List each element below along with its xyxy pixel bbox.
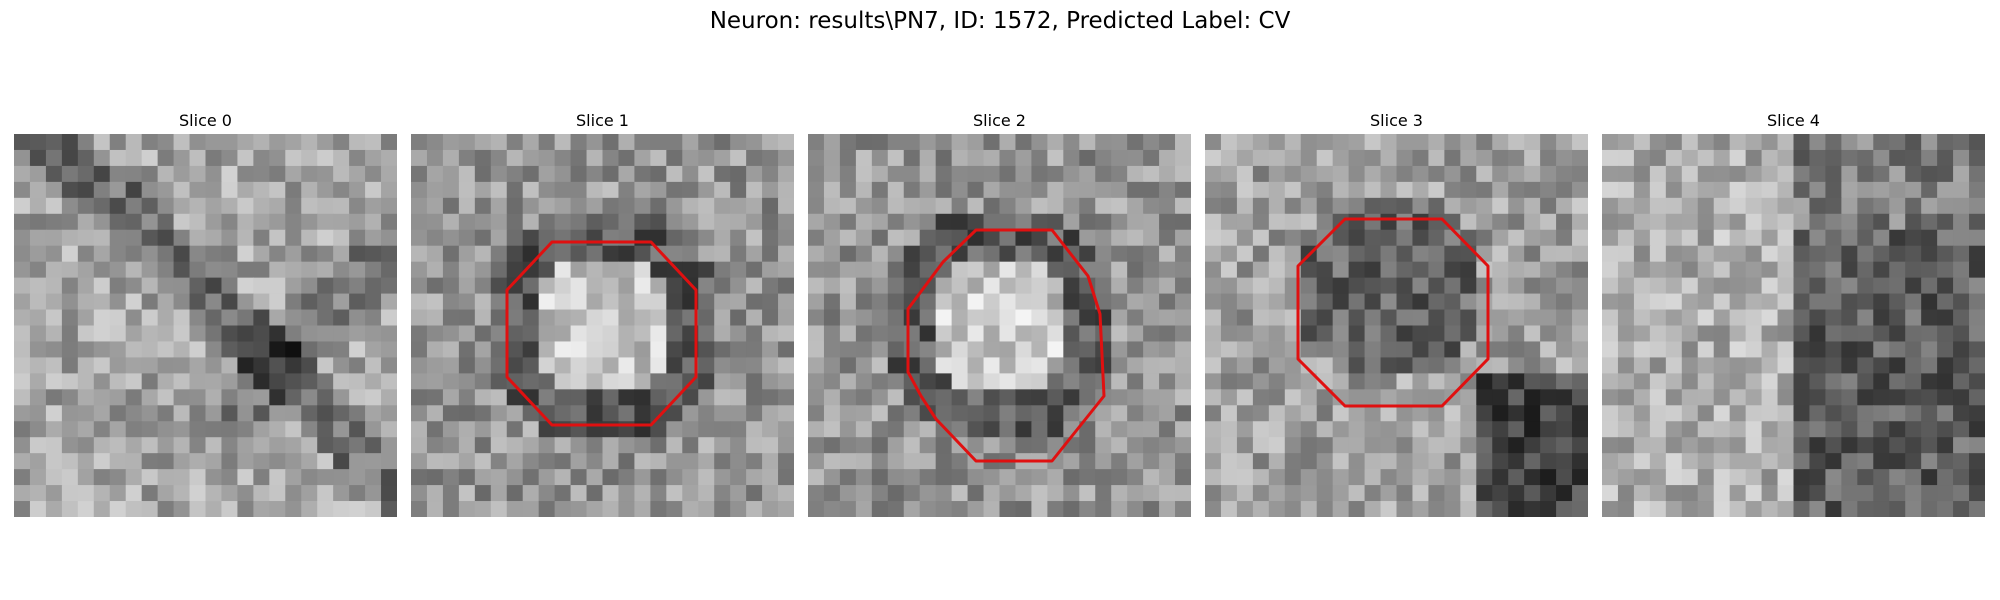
slice-image-0 xyxy=(14,134,397,517)
segmentation-outline xyxy=(906,228,1106,463)
slice-panel-4: Slice 4 xyxy=(1602,108,1985,517)
slice-panel-3: Slice 3 xyxy=(1205,108,1588,517)
segmentation-outline xyxy=(505,240,698,427)
slice-panel-0: Slice 0 xyxy=(14,108,397,517)
slice-panel-1: Slice 1 xyxy=(411,108,794,517)
slice-title: Slice 4 xyxy=(1767,111,1820,130)
figure-title: Neuron: results\PN7, ID: 1572, Predicted… xyxy=(709,8,1291,34)
slice-title: Slice 0 xyxy=(179,111,232,130)
slice-title: Slice 3 xyxy=(1370,111,1423,130)
slice-title: Slice 1 xyxy=(576,111,629,130)
slice-panel-2: Slice 2 xyxy=(808,108,1191,517)
slice-title: Slice 2 xyxy=(973,111,1026,130)
slice-image-2 xyxy=(808,134,1191,517)
slice-image-1 xyxy=(411,134,794,517)
slice-image-3 xyxy=(1205,134,1588,517)
segmentation-outline xyxy=(1296,217,1490,408)
slice-image-4 xyxy=(1602,134,1985,517)
